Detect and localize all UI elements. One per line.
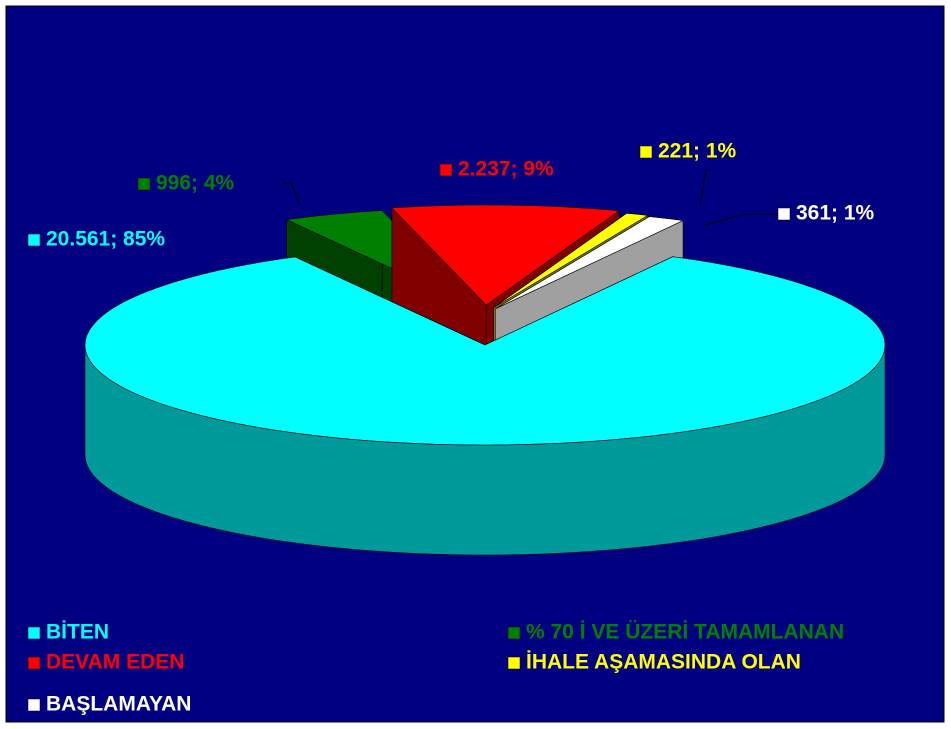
leader-line	[282, 182, 301, 206]
slice	[493, 213, 649, 308]
legend-marker	[27, 656, 41, 670]
label-marker	[137, 177, 151, 191]
label-marker	[27, 233, 41, 247]
data-label: 20.561; 85%	[46, 228, 165, 251]
legend-label: BİTEN	[46, 621, 109, 644]
legend-label: BAŞLAMAYAN	[46, 693, 191, 716]
legend-marker	[27, 698, 41, 712]
slice	[391, 204, 620, 306]
legend-marker	[507, 656, 521, 670]
legend-label: DEVAM EDEN	[46, 651, 184, 674]
leader-line	[704, 213, 785, 226]
data-label: 2.237; 9%	[458, 158, 554, 181]
legend-marker	[27, 626, 41, 640]
legend-label: % 70 İ VE ÜZERİ TAMAMLANAN	[526, 621, 844, 644]
slice	[84, 256, 886, 446]
data-label: 996; 4%	[156, 172, 235, 195]
legend-marker	[507, 626, 521, 640]
data-label: 221; 1%	[658, 140, 737, 163]
data-label: 361; 1%	[796, 202, 875, 225]
label-marker	[639, 145, 653, 159]
leader-line	[699, 169, 712, 206]
label-marker	[777, 207, 791, 221]
slice	[495, 216, 685, 310]
legend-label: İHALE AŞAMASINDA OLAN	[526, 651, 801, 674]
label-marker	[439, 163, 453, 177]
